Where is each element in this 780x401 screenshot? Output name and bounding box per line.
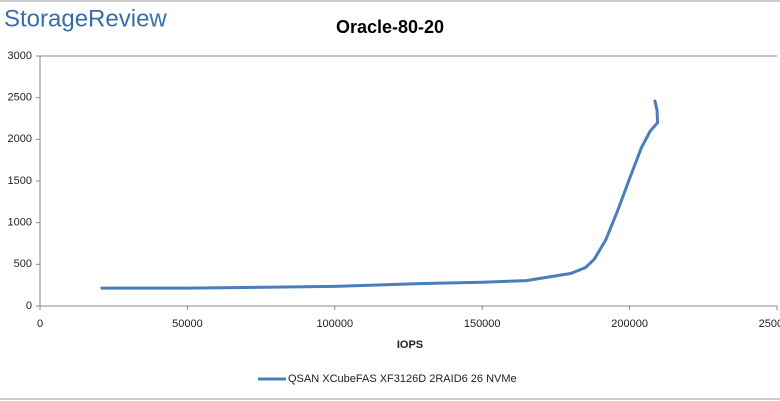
x-tick-label: 150000 bbox=[464, 318, 501, 330]
x-tick-label: 0 bbox=[37, 318, 43, 330]
y-tick-label: 2500 bbox=[8, 92, 32, 104]
data-line bbox=[100, 99, 660, 290]
x-axis-title: IOPS bbox=[397, 339, 423, 351]
x-tick-label: 50000 bbox=[172, 318, 203, 330]
y-tick-label: 500 bbox=[14, 258, 32, 270]
y-tick-label: 1500 bbox=[8, 175, 32, 187]
chart-title: Oracle-80-20 bbox=[336, 17, 444, 37]
x-tick-label: 200000 bbox=[611, 318, 648, 330]
y-tick-label: 3000 bbox=[8, 50, 32, 62]
logo: StorageReview bbox=[4, 5, 167, 32]
y-tick-label: 1000 bbox=[8, 217, 32, 229]
legend-label: QSAN XCubeFAS XF3126D 2RAID6 26 NVMe bbox=[288, 373, 517, 385]
y-tick-label: 0 bbox=[26, 300, 32, 312]
y-tick-label: 2000 bbox=[8, 133, 32, 145]
x-tick-label: 100000 bbox=[316, 318, 353, 330]
x-tick-label: 250000 bbox=[759, 318, 780, 330]
